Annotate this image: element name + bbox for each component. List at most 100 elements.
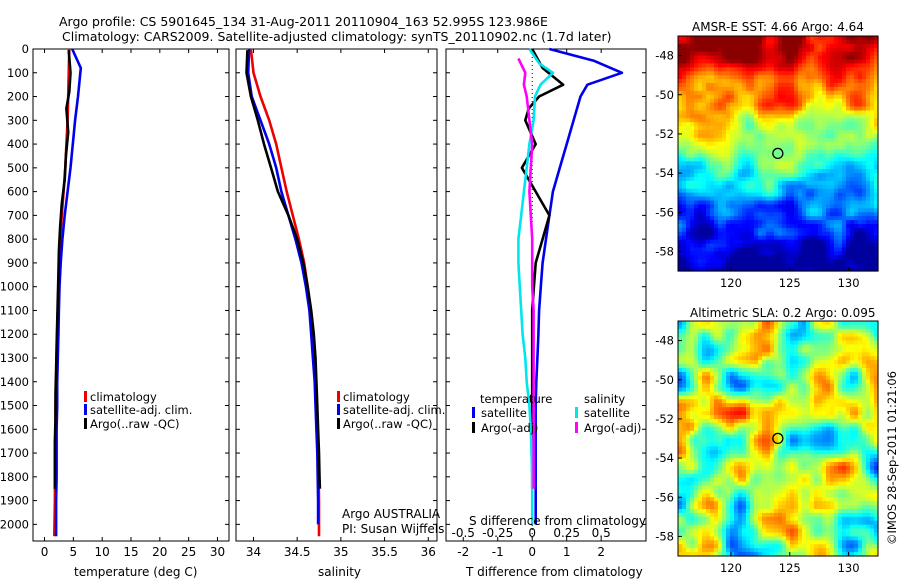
map-cell bbox=[710, 403, 715, 408]
map-cell bbox=[722, 106, 727, 112]
map-cell bbox=[850, 39, 855, 45]
map-cell bbox=[698, 177, 703, 182]
map-cell bbox=[678, 173, 683, 178]
map-cell bbox=[722, 415, 727, 420]
map-cell bbox=[786, 137, 791, 143]
map-cell bbox=[786, 192, 791, 198]
map-cell bbox=[806, 196, 811, 202]
map-cell bbox=[810, 403, 815, 408]
map-cell bbox=[754, 368, 759, 373]
map-cell bbox=[810, 364, 815, 369]
map-cell bbox=[822, 188, 827, 194]
map-cell bbox=[738, 371, 743, 377]
legend-entry: satellite bbox=[584, 406, 630, 420]
map-cell bbox=[718, 106, 723, 112]
map-cell bbox=[698, 161, 703, 166]
map-cell bbox=[866, 371, 871, 377]
map-cell bbox=[830, 239, 835, 245]
map-cell bbox=[830, 395, 835, 400]
map-cell bbox=[786, 118, 791, 123]
map-cell bbox=[682, 126, 687, 131]
map-cell bbox=[866, 426, 871, 432]
map-cell bbox=[718, 188, 723, 194]
map-cell bbox=[734, 173, 739, 178]
map-cell bbox=[858, 98, 863, 104]
map-cell bbox=[822, 153, 827, 159]
map-cell bbox=[822, 454, 827, 459]
map-cell bbox=[830, 67, 835, 72]
map-cell bbox=[718, 371, 723, 377]
map-cell bbox=[750, 110, 755, 115]
map-cell bbox=[706, 352, 711, 357]
map-cell bbox=[690, 227, 695, 233]
map-cell bbox=[834, 328, 839, 334]
map-cell bbox=[690, 438, 695, 444]
map-cell bbox=[842, 196, 847, 202]
map-cell bbox=[810, 454, 815, 459]
map-cell bbox=[758, 94, 763, 100]
map-cell bbox=[738, 51, 743, 57]
map-cell bbox=[814, 321, 819, 326]
map-cell bbox=[718, 145, 723, 151]
map-cell bbox=[778, 259, 783, 264]
map-cell bbox=[698, 255, 703, 260]
map-cell bbox=[810, 55, 815, 61]
map-cell bbox=[718, 352, 723, 357]
map-cell bbox=[842, 263, 847, 268]
map-cell bbox=[758, 267, 763, 272]
map-cell bbox=[706, 71, 711, 76]
map-cell bbox=[706, 430, 711, 436]
map-cell bbox=[782, 336, 787, 342]
map-cell bbox=[746, 227, 751, 233]
map-cell bbox=[734, 422, 739, 428]
map-cell bbox=[734, 442, 739, 447]
map-cell bbox=[694, 239, 699, 245]
map-cell bbox=[790, 364, 795, 369]
map-cell bbox=[770, 383, 775, 389]
map-cell bbox=[758, 180, 763, 186]
map-cell bbox=[802, 188, 807, 194]
map-cell bbox=[766, 340, 771, 346]
map-cell bbox=[690, 340, 695, 346]
map-cell bbox=[690, 212, 695, 217]
map-cell bbox=[818, 259, 823, 264]
map-cell bbox=[798, 75, 803, 80]
map-cell bbox=[814, 411, 819, 416]
map-cell bbox=[830, 344, 835, 350]
temperature-line bbox=[54, 48, 83, 537]
map-cell bbox=[794, 165, 799, 170]
map-cell bbox=[862, 180, 867, 186]
map-cell bbox=[822, 375, 827, 381]
map-cell bbox=[762, 110, 767, 115]
map-cell bbox=[726, 450, 731, 455]
map-cell bbox=[714, 251, 719, 256]
map-cell bbox=[818, 161, 823, 166]
map-cell bbox=[722, 141, 727, 147]
map-cell bbox=[778, 145, 783, 151]
map-cell bbox=[742, 375, 747, 381]
map-cell bbox=[694, 102, 699, 108]
map-cell bbox=[678, 255, 683, 260]
map-cell bbox=[814, 324, 819, 330]
map-cell bbox=[690, 161, 695, 166]
map-cell bbox=[834, 243, 839, 249]
map-cell bbox=[814, 422, 819, 428]
map-cell bbox=[762, 220, 767, 225]
map-cell bbox=[806, 235, 811, 241]
map-cell bbox=[686, 224, 691, 229]
map-cell bbox=[758, 403, 763, 408]
map-cell bbox=[726, 391, 731, 397]
map-cell bbox=[822, 442, 827, 447]
map-cell bbox=[778, 114, 783, 119]
map-cell bbox=[794, 114, 799, 119]
map-cell bbox=[770, 126, 775, 131]
map-cell bbox=[858, 332, 863, 338]
map-cell bbox=[730, 133, 735, 139]
map-cell bbox=[798, 173, 803, 178]
map-cell bbox=[762, 153, 767, 159]
map-cell bbox=[866, 430, 871, 436]
map-cell bbox=[834, 79, 839, 84]
map-cell bbox=[754, 114, 759, 119]
map-cell bbox=[786, 161, 791, 166]
map-cell bbox=[822, 430, 827, 436]
